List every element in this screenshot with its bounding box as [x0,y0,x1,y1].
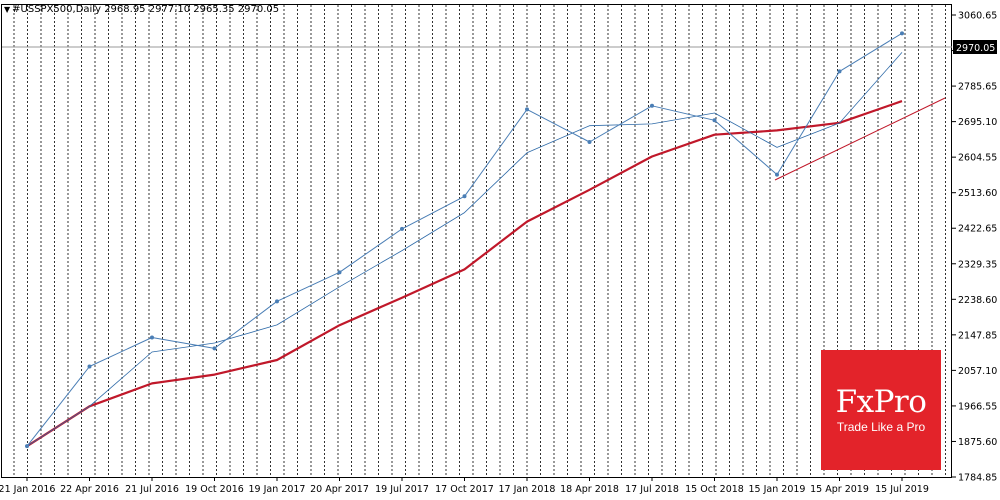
plot-frame [1,4,952,478]
x-tick-label: 17 Jul 2018 [625,484,679,495]
y-tick-label: 2604.55 [958,153,997,164]
x-tick-label: 15 Jan 2019 [749,484,806,495]
chart-header: ▼ #USSPX500,Daily 2968.95 2977.10 2965.35… [4,4,279,15]
x-tick-label: 17 Oct 2017 [435,484,494,495]
y-tick-label: 3060.65 [958,11,997,22]
y-axis: 3060.652876.662785.652695.102604.552513.… [952,11,997,484]
price-point [900,31,904,36]
x-tick-label: 19 Oct 2016 [185,484,244,495]
x-axis: 21 Jan 2016 22 Apr 2016 21 Jul 2016 19 Oct … [0,477,929,495]
x-tick-label: 21 Jan 2016 [0,484,55,495]
logo-slogan: Trade Like a Pro [836,420,926,434]
fxpro-logo: FxPro Trade Like a Pro [821,350,941,470]
x-tick-label: 15 Apr 2019 [810,484,869,495]
x-tick-label: 21 Jul 2016 [125,484,179,495]
price-point [337,270,342,275]
x-tick-label: 22 Apr 2016 [60,484,119,495]
y-tick-label: 1875.60 [958,437,997,448]
x-tick-label: 15 Oct 2018 [685,484,744,495]
current-price-tag: 2970.05 [953,40,997,54]
y-tick-label: 2785.65 [958,82,997,93]
moving-average-50 [26,52,903,447]
price-point [212,346,217,351]
y-tick-label: 2513.60 [958,188,997,199]
x-tick-label: 18 Apr 2018 [560,484,619,495]
y-tick-label: 2238.60 [958,295,997,306]
y-tick-label: 2695.10 [958,117,997,128]
price-point [462,194,467,199]
x-tick-label: 20 Apr 2017 [310,484,369,495]
y-tick-label: 2147.85 [958,330,997,341]
y-tick-label: 2057.10 [958,366,997,377]
price-point [25,444,29,449]
logo-brand: FxPro [835,384,927,420]
price-point [775,172,779,177]
price-point [837,69,842,74]
trendline [774,97,946,181]
collapse-triangle-icon: ▼ [4,5,11,14]
y-tick-label: 1966.55 [958,401,997,412]
price-point [400,226,404,231]
current-price-label: 2970.05 [956,43,995,54]
price-point [87,364,92,369]
y-tick-label: 1784.85 [958,473,997,484]
ohlc-values: 2968.95 2977.10 2965.35 2970.05 [104,4,280,15]
price-point [650,103,654,108]
price-point [525,107,529,112]
x-tick-label: 17 Jan 2018 [499,484,556,495]
x-tick-label: 19 Jul 2017 [375,484,429,495]
y-tick-label: 2329.35 [958,259,997,270]
moving-average-200 [26,100,903,448]
y-tick-label: 2422.65 [958,224,997,235]
x-tick-label: 15 Jul 2019 [875,484,929,495]
price-point [275,299,279,304]
price-point [712,118,717,123]
symbol-label: #USSPX500,Daily [12,4,101,15]
price-point [587,139,592,144]
price-points [25,31,904,449]
price-point [150,335,154,340]
x-tick-label: 19 Jan 2017 [249,484,306,495]
